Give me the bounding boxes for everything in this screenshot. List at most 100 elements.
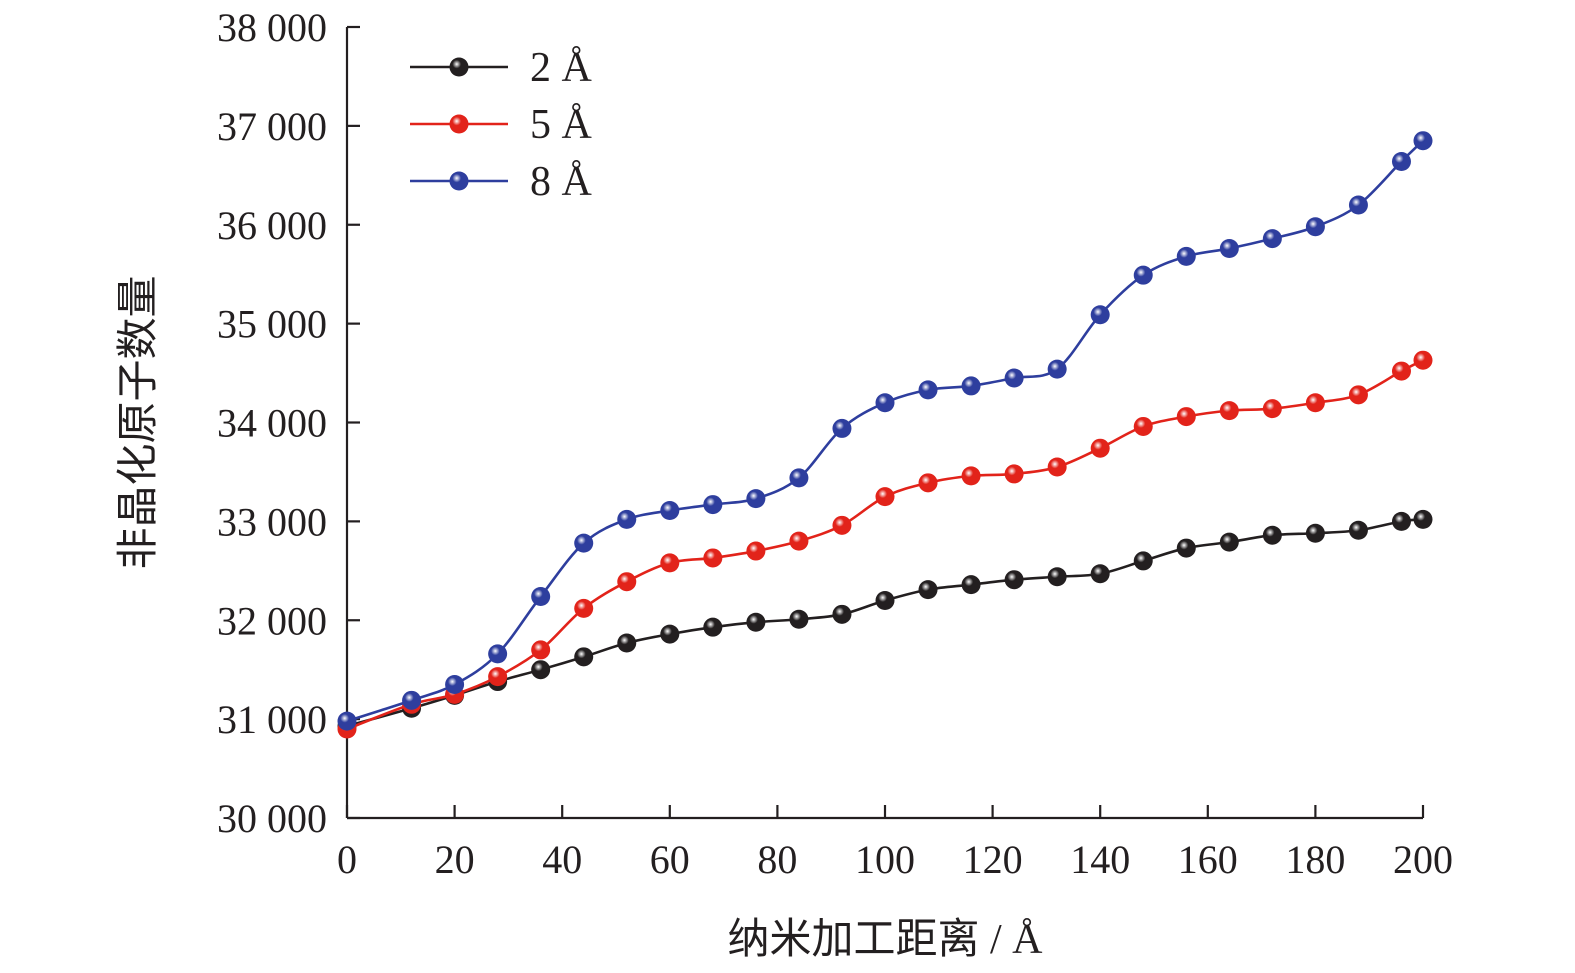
data-point (1047, 359, 1067, 379)
data-point (1133, 551, 1153, 571)
data-point (746, 489, 766, 509)
y-tick-label: 33 000 (217, 499, 327, 544)
x-tick-label: 160 (1178, 837, 1238, 882)
y-tick-label: 37 000 (217, 104, 327, 149)
y-tick-label: 30 000 (217, 796, 327, 841)
data-point (1262, 399, 1282, 419)
data-point (1047, 457, 1067, 477)
series-1 (337, 509, 1433, 736)
data-point (488, 644, 508, 664)
legend-marker (449, 114, 469, 134)
data-point (832, 604, 852, 624)
x-tick-label: 180 (1285, 837, 1345, 882)
data-point (918, 473, 938, 493)
data-point (703, 495, 723, 515)
legend: 2 Å 5 Å 8 Å (410, 45, 593, 205)
data-point (789, 609, 809, 629)
data-point (789, 531, 809, 551)
data-point (918, 580, 938, 600)
data-point (574, 598, 594, 618)
data-point (1305, 523, 1325, 543)
legend-marker (449, 57, 469, 77)
data-point (746, 541, 766, 561)
data-point (445, 675, 465, 695)
x-axis-title: 纳米加工距离 / Å (727, 916, 1043, 963)
series-group (337, 131, 1433, 739)
data-point (1004, 368, 1024, 388)
data-point (1413, 350, 1433, 370)
data-point (1219, 532, 1239, 552)
x-tick-label: 120 (963, 837, 1023, 882)
data-point (1047, 567, 1067, 587)
data-point (1219, 238, 1239, 258)
data-point (832, 515, 852, 535)
y-tick-label: 38 000 (217, 5, 327, 50)
data-point (1262, 229, 1282, 249)
data-point (1176, 246, 1196, 266)
x-tick-label: 60 (650, 837, 690, 882)
data-point (617, 572, 637, 592)
legend-label: 8 Å (530, 159, 593, 205)
data-point (1176, 407, 1196, 427)
series-line (346, 359, 1424, 731)
data-point (660, 553, 680, 573)
data-point (832, 418, 852, 438)
data-point (961, 376, 981, 396)
data-point (617, 633, 637, 653)
data-point (337, 711, 357, 731)
data-point (1348, 385, 1368, 405)
series-line (346, 518, 1424, 728)
data-point (1391, 511, 1411, 531)
data-point (1090, 438, 1110, 458)
data-point (703, 548, 723, 568)
data-point (660, 624, 680, 644)
data-point (746, 612, 766, 632)
x-tick-label: 40 (542, 837, 582, 882)
data-point (1391, 151, 1411, 171)
data-point (1305, 217, 1325, 237)
data-point (1348, 195, 1368, 215)
data-point (1305, 393, 1325, 413)
series-2 (337, 350, 1433, 739)
data-point (875, 590, 895, 610)
data-point (1004, 570, 1024, 590)
y-tick-label: 35 000 (217, 302, 327, 347)
data-point (1391, 361, 1411, 381)
data-point (1413, 509, 1433, 529)
legend-marker (449, 171, 469, 191)
y-tick-label: 32 000 (217, 598, 327, 643)
data-point (531, 640, 551, 660)
x-tick-label: 80 (757, 837, 797, 882)
series-3 (337, 131, 1433, 731)
x-tick-label: 200 (1393, 837, 1453, 882)
legend-label: 2 Å (530, 45, 593, 91)
data-point (789, 468, 809, 488)
data-point (1133, 265, 1153, 285)
data-point (531, 587, 551, 607)
data-point (531, 660, 551, 680)
x-tick-label: 20 (435, 837, 475, 882)
data-point (875, 487, 895, 507)
x-ticks: 0 20 40 60 80 100 120 140 160 180 200 (337, 805, 1453, 882)
data-point (1176, 538, 1196, 558)
data-point (918, 380, 938, 400)
data-point (1090, 305, 1110, 325)
legend-label: 5 Å (530, 102, 593, 148)
data-point (961, 575, 981, 595)
series-line (346, 139, 1424, 723)
x-tick-label: 0 (337, 837, 357, 882)
data-point (1004, 464, 1024, 484)
y-axis-title: 非晶化原子数量 (116, 275, 162, 569)
data-point (1219, 401, 1239, 421)
y-tick-label: 31 000 (217, 697, 327, 742)
data-point (1262, 525, 1282, 545)
data-point (875, 393, 895, 413)
data-point (703, 617, 723, 637)
data-point (574, 533, 594, 553)
y-tick-label: 36 000 (217, 203, 327, 248)
data-point (961, 466, 981, 486)
data-point (660, 500, 680, 520)
data-point (402, 690, 422, 710)
data-point (574, 647, 594, 667)
